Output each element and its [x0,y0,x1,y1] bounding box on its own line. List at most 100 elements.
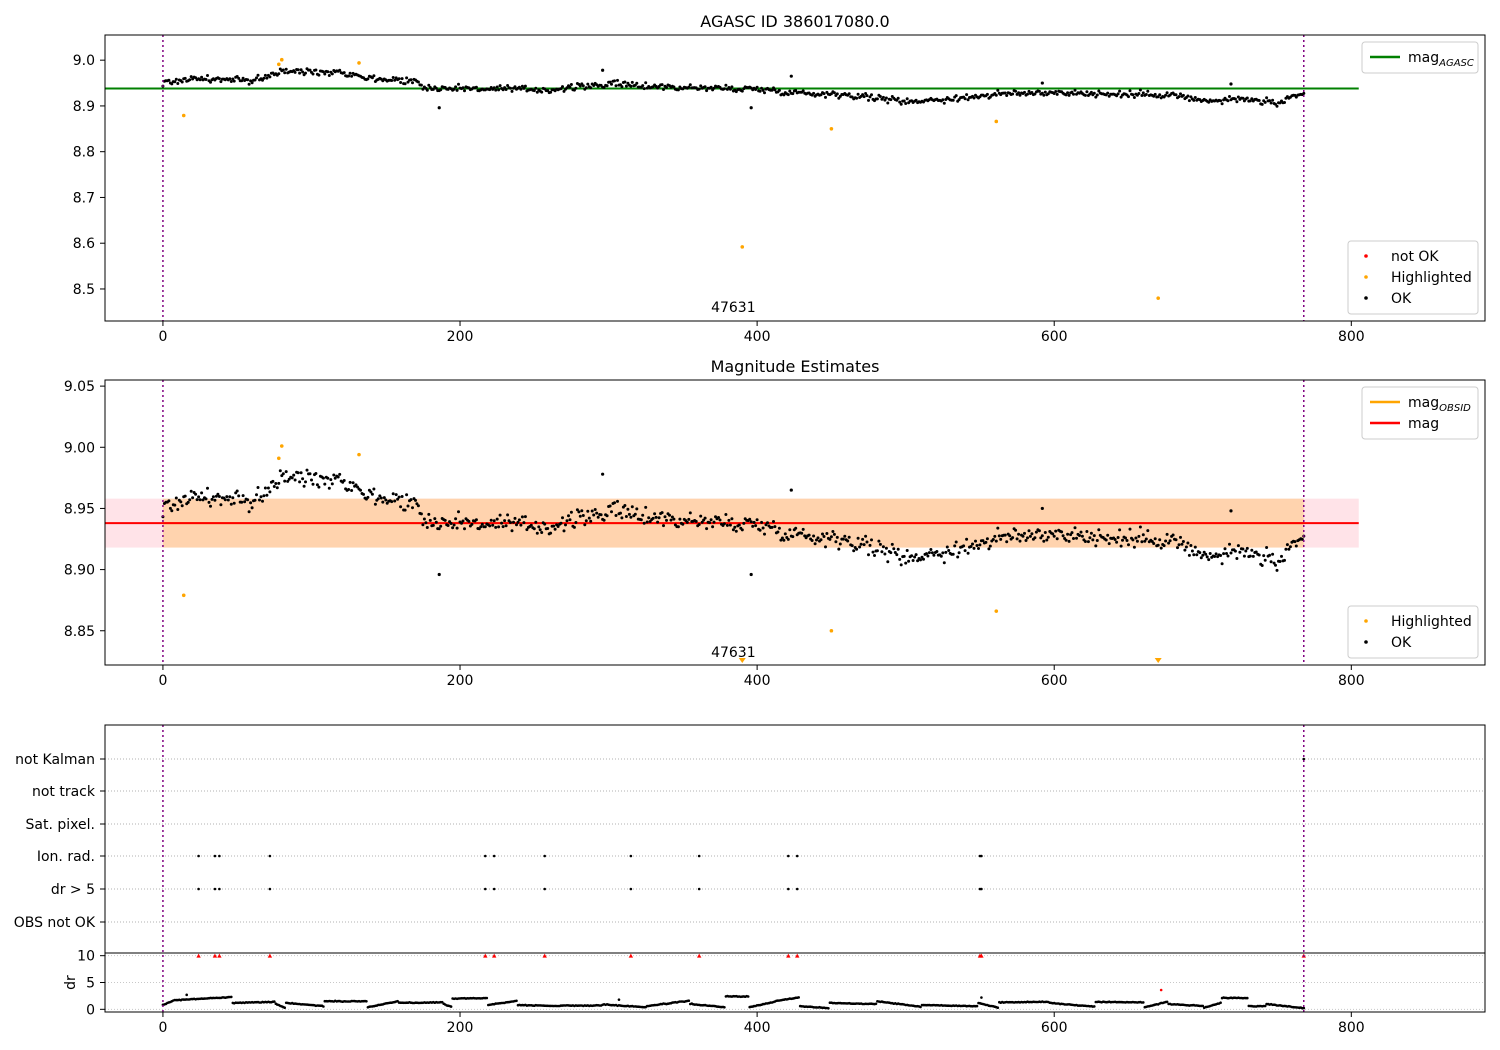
dr-point [1263,1004,1267,1008]
estimates-point-ok [777,526,781,530]
estimates-point-ok [265,493,269,497]
estimates-point-ok [405,493,409,497]
estimates-point-highlighted [994,609,999,613]
agasc-point-ok [902,99,906,103]
estimates-point-ok [494,525,498,529]
estimates-point-ok [225,495,229,499]
estimates-point-ok [742,521,746,525]
estimates-point-ok [883,552,887,556]
estimates-point-ok [378,494,382,498]
estimates-point-ok [443,518,447,522]
estimates-point-ok [653,512,657,516]
agasc-legend-label: not OK [1391,249,1439,265]
estimates-point-ok [1052,534,1056,538]
agasc-point-ok [730,85,734,89]
estimates-point-ok [1183,548,1187,552]
agasc-point-ok [497,88,501,92]
agasc-point-ok [635,81,639,85]
agasc-point-highlighted [276,62,281,67]
estimates-point-ok [801,527,805,531]
agasc-point-ok [501,88,505,92]
estimates-point-ok [841,537,845,541]
agasc-point-ok [875,97,879,101]
flags-marker [197,887,200,891]
estimates-point-ok [668,513,671,517]
estimates-point-ok [856,536,860,540]
agasc-point-ok [1085,90,1089,94]
agasc-point-ok [492,86,496,90]
estimates-point-ok [427,512,431,516]
estimates-point-ok [1280,554,1283,558]
estimates-point-ok [1128,527,1132,531]
estimates-point-highlighted [357,452,361,457]
agasc-point-ok [240,79,244,83]
agasc-point-ok [642,87,646,91]
estimates-point-ok [1288,545,1292,549]
estimates-point-ok [204,497,208,501]
agasc-point-ok [299,68,303,72]
agasc-point-ok [1235,100,1239,104]
agasc-point-ok [1128,89,1132,93]
agasc-point-ok [592,84,596,87]
estimates-point-ok [681,522,685,526]
estimates-point-ok [893,551,897,554]
dr-point [1219,1001,1222,1004]
flags-marker [268,887,272,891]
estimates-point-ok [323,482,327,486]
agasc-point-ok [569,83,573,86]
estimates-point-ok [678,517,682,521]
estimates-point-ok [1060,530,1064,534]
agasc-point-ok [985,92,989,96]
agasc-legend-box [1361,41,1479,74]
estimates-point-ok [216,492,220,496]
agasc-point-ok [237,76,241,80]
agasc-point-ok [602,86,606,89]
estimates-point-ok [654,515,658,519]
agasc-point-ok [1055,92,1059,96]
estimates-point-ok [935,550,939,553]
estimates-point-ok [910,554,914,558]
estimates-point-ok [1158,538,1162,542]
dr-point [874,1002,878,1006]
estimates-point-ok [425,526,429,529]
agasc-point-ok [1269,101,1273,105]
agasc-point-ok [342,71,346,75]
estimates-point-ok [513,516,517,520]
estimates-point-ok [927,551,931,555]
agasc-point-ok [409,78,413,82]
agasc-point-ok [581,84,585,88]
agasc-point-ok [229,80,233,83]
estimates-point-ok [437,572,441,577]
estimates-point-ok [1070,531,1074,535]
estimates-point-ok [733,525,737,529]
estimates-point-ok [772,520,775,523]
estimates-point-ok [737,523,741,527]
dr-max-marker [786,953,791,958]
estimates-point-ok [562,529,566,533]
estimates-point-ok [213,498,217,502]
estimates-point-ok [868,543,872,547]
agasc-point-ok [1003,91,1007,95]
agasc-point-ok [1054,90,1058,93]
agasc-point-ok [697,87,701,91]
estimates-point-ok [259,495,263,499]
agasc-point-ok [170,82,174,86]
agasc-point-ok [782,93,786,97]
agasc-point-ok [183,76,187,80]
agasc-point-ok [1073,88,1077,92]
estimates-point-ok [1125,539,1129,542]
estimates-point-ok [676,525,680,529]
panel-magnitude-estimates-plot: 8.858.908.959.009.050 200 400 600 800magOBSI… [64,379,1486,689]
agasc-ytick-label: 8.6 [73,236,95,252]
estimates-point-ok [988,544,992,548]
estimates-legend-label: mag [1408,416,1439,432]
estimates-point-ok [889,551,893,555]
estimates-point-ok [629,515,633,519]
agasc-point-ok [265,76,269,80]
agasc-point-ok [1026,92,1029,96]
agasc-point-ok [510,89,514,93]
estimates-point-ok [310,478,313,482]
estimates-point-ok [168,506,172,510]
dr-max-marker [696,953,702,958]
estimates-point-ok [198,498,202,502]
